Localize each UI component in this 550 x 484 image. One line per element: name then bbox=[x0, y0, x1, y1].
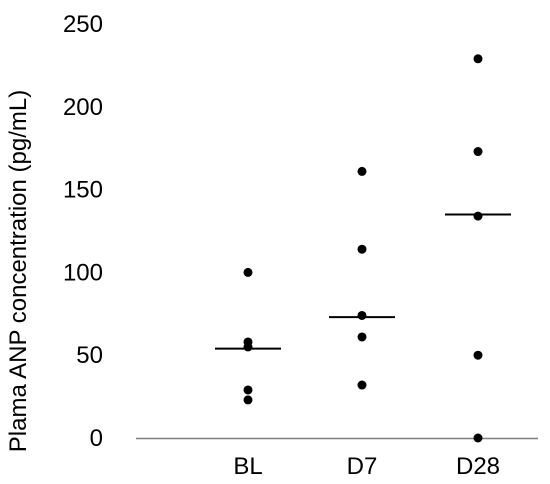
data-point bbox=[243, 395, 253, 405]
data-point bbox=[243, 385, 253, 395]
data-point bbox=[357, 380, 367, 390]
x-tick-label: BL bbox=[233, 453, 262, 480]
median-lines bbox=[215, 213, 511, 350]
data-point bbox=[243, 267, 253, 277]
data-point bbox=[473, 211, 483, 221]
data-point bbox=[357, 310, 367, 320]
y-tick-label: 100 bbox=[63, 259, 103, 286]
data-point bbox=[357, 166, 367, 176]
data-point bbox=[473, 350, 483, 360]
data-point bbox=[357, 332, 367, 342]
data-point bbox=[473, 433, 483, 443]
y-axis-title: Plama ANP concentration (pg/mL) bbox=[5, 90, 32, 452]
data-point bbox=[473, 147, 483, 157]
y-tick-label: 150 bbox=[63, 177, 103, 204]
x-tick-label: D7 bbox=[347, 453, 378, 480]
y-tick-label: 200 bbox=[63, 94, 103, 121]
data-point bbox=[243, 342, 253, 352]
data-points bbox=[243, 54, 483, 443]
x-axis-tick-labels: BL D7 D28 bbox=[233, 453, 500, 480]
data-point bbox=[473, 54, 483, 64]
y-tick-label: 50 bbox=[76, 342, 103, 369]
data-point bbox=[357, 244, 367, 254]
x-tick-label: D28 bbox=[456, 453, 500, 480]
y-tick-label: 0 bbox=[90, 425, 103, 452]
y-tick-label: 250 bbox=[63, 11, 103, 38]
y-axis-tick-labels: 0 50 100 150 200 250 bbox=[63, 11, 103, 452]
